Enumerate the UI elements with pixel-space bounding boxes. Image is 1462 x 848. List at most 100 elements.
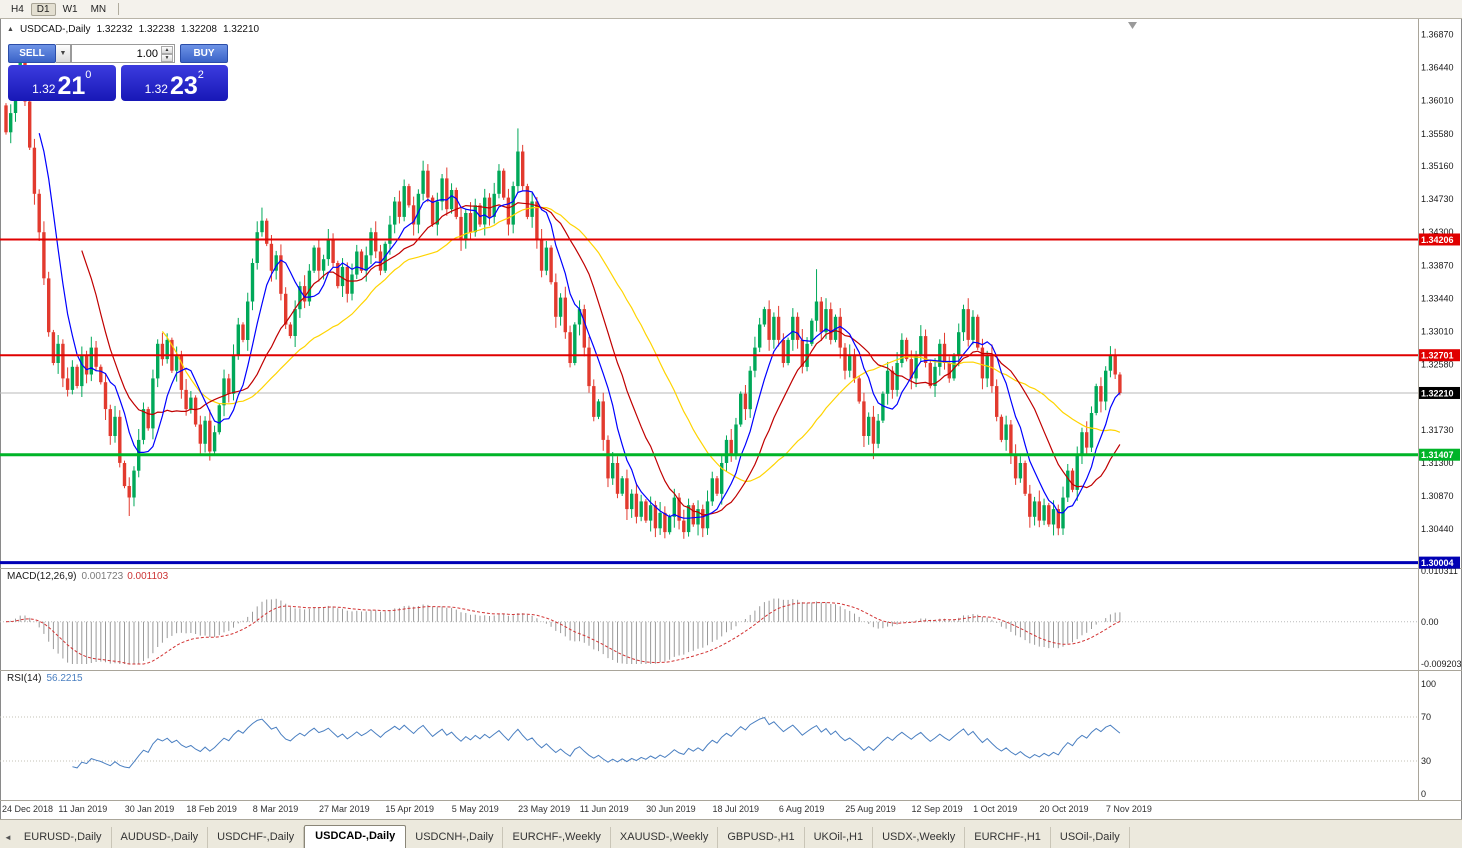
candle-body — [1108, 355, 1113, 371]
tab-eurchf-h1[interactable]: EURCHF-,H1 — [965, 827, 1051, 848]
candle-body — [369, 232, 373, 256]
candle-body — [691, 505, 695, 525]
buy-button[interactable]: BUY — [180, 44, 228, 63]
candle-body — [990, 355, 994, 387]
sell-price-display[interactable]: 1.32 21 0 — [8, 65, 116, 101]
candle-body — [819, 301, 823, 333]
buy-price-display[interactable]: 1.32 23 2 — [120, 65, 228, 101]
volume-field[interactable]: 1.00 ▲ ▼ — [71, 44, 175, 63]
candle-body — [326, 239, 330, 260]
grid-layer — [0, 19, 1462, 801]
candle-body — [298, 286, 302, 310]
level-lines-layer[interactable] — [0, 238, 1418, 565]
candle-body — [639, 501, 643, 517]
tab-usdx-weekly[interactable]: USDX-,Weekly — [873, 827, 966, 848]
candle-body — [800, 339, 804, 367]
timeframe-mn[interactable]: MN — [90, 3, 107, 15]
tab-usdchf-daily[interactable]: USDCHF-,Daily — [208, 827, 305, 848]
candle-body — [729, 439, 733, 456]
tab-gbpusd-h1[interactable]: GBPUSD-,H1 — [718, 827, 805, 848]
candle-body — [435, 201, 439, 225]
date-tick-label: 8 Mar 2019 — [253, 804, 299, 814]
candle-body — [525, 186, 530, 217]
price-tag — [1419, 556, 1460, 569]
candle-body — [94, 347, 98, 367]
candle-body — [843, 347, 847, 371]
candle-body — [151, 378, 155, 429]
tab-usoil-daily[interactable]: USOil-,Daily — [1051, 827, 1130, 848]
tab-audusd-daily[interactable]: AUDUSD-,Daily — [112, 827, 209, 848]
rsi-indicator-label: RSI(14) 56.2215 — [7, 673, 83, 684]
candle-body — [521, 151, 525, 187]
timeframe-w1[interactable]: W1 — [62, 3, 78, 15]
candle-body — [307, 270, 312, 302]
candle-body — [1118, 374, 1122, 393]
candles-layer — [4, 49, 1122, 539]
candle-body — [544, 247, 549, 271]
candle-body — [957, 332, 961, 356]
candle-body — [829, 309, 833, 340]
candle-body — [203, 420, 207, 444]
candle-body — [1094, 386, 1098, 413]
candle-body — [127, 486, 131, 498]
tab-usdcad-daily[interactable]: USDCAD-,Daily — [304, 825, 407, 848]
candle-body — [961, 309, 966, 333]
candle-body — [374, 232, 378, 252]
candle-body — [1056, 509, 1060, 529]
tab-eurusd-daily[interactable]: EURUSD-,Daily — [15, 827, 112, 848]
tab-scroll-left-icon[interactable]: ◄ — [4, 833, 12, 842]
volume-dropdown-button[interactable]: ▼ — [56, 44, 71, 63]
candle-body — [630, 493, 634, 510]
candle-body — [1066, 470, 1070, 498]
candle-body — [852, 355, 857, 379]
candle-body — [881, 393, 885, 421]
candle-body — [862, 401, 866, 436]
timeframe-h4[interactable]: H4 — [11, 3, 24, 15]
rsi-name: RSI(14) — [7, 673, 42, 684]
candle-body — [241, 324, 245, 340]
date-tick-label: 27 Mar 2019 — [319, 804, 370, 814]
candle-body — [312, 247, 316, 271]
rsi-tick-label: 30 — [1421, 756, 1431, 766]
candle-body — [497, 170, 501, 194]
sell-button[interactable]: SELL — [8, 44, 56, 63]
time-axis: 24 Dec 2018 11 Jan 2019 30 Jan 2019 18 Feb … — [2, 804, 1152, 814]
candle-body — [999, 416, 1004, 440]
candle-body — [179, 355, 184, 390]
candle-body — [952, 355, 956, 379]
timeframe-d1[interactable]: D1 — [30, 2, 56, 16]
macd-signal-value: 0.001103 — [127, 571, 169, 582]
candle-body — [663, 512, 667, 533]
candle-body — [596, 401, 601, 417]
candle-body — [47, 278, 51, 333]
chart-tab-bar: ◄ EURUSD-,Daily AUDUSD-,Daily USDCHF-,Dail… — [0, 819, 1462, 848]
tab-eurchf-weekly[interactable]: EURCHF-,Weekly — [503, 827, 611, 848]
candle-body — [1070, 470, 1075, 490]
price-axis: 1.36870 1.36440 1.36010 1.35580 1.35160 1.347… — [1421, 30, 1462, 799]
date-tick-label: 5 May 2019 — [452, 804, 499, 814]
volume-decrease-button[interactable]: ▼ — [161, 54, 173, 62]
chart-shift-marker-icon[interactable] — [1128, 22, 1137, 29]
candle-body — [895, 363, 899, 390]
rsi-tick-label: 0 — [1421, 789, 1426, 799]
date-tick-label: 12 Sep 2019 — [912, 804, 963, 814]
volume-increase-button[interactable]: ▲ — [161, 46, 173, 54]
candle-body — [563, 297, 567, 333]
candle-body — [99, 366, 103, 383]
tab-ukoil-h1[interactable]: UKOil-,H1 — [805, 827, 874, 848]
candle-body — [255, 232, 259, 263]
candle-body — [810, 320, 814, 344]
buy-price-big: 23 — [169, 72, 198, 100]
candle-body — [791, 316, 795, 340]
candle-body — [558, 297, 563, 317]
macd-indicator-label: MACD(12,26,9) 0.001723 0.001103 — [7, 571, 168, 582]
tab-usdcnh-daily[interactable]: USDCNH-,Daily — [406, 827, 504, 848]
candle-body — [658, 512, 662, 529]
candle-body — [976, 316, 980, 348]
candle-body — [995, 386, 999, 417]
candle-body — [535, 201, 539, 240]
date-tick-label: 25 Aug 2019 — [845, 804, 896, 814]
tab-xauusd-weekly[interactable]: XAUUSD-,Weekly — [611, 827, 719, 848]
collapse-panel-icon[interactable]: ▲ — [7, 26, 14, 33]
